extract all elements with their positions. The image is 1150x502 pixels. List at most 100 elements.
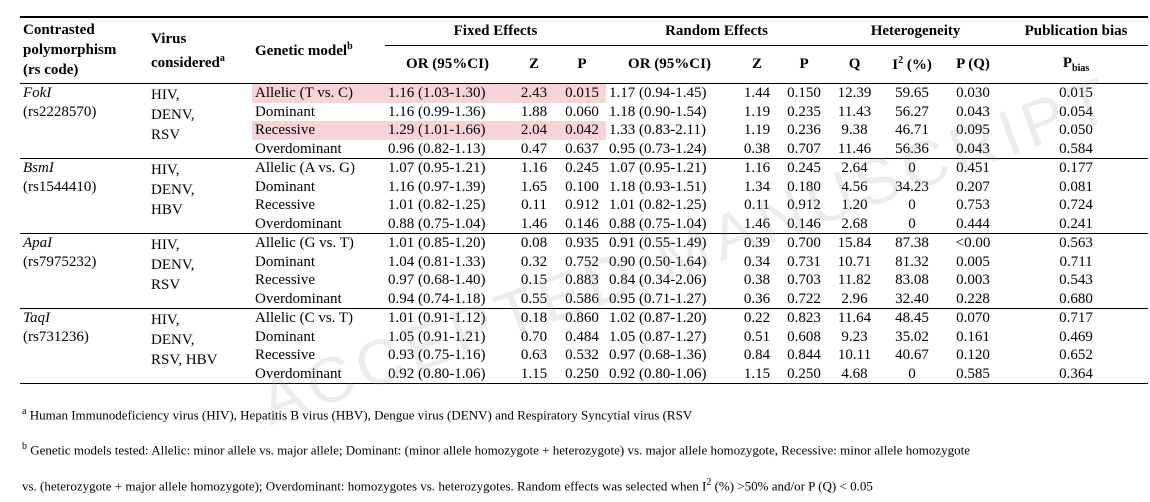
virus-cell: HIV, DENV, RSV — [148, 234, 252, 309]
subheader: Q — [848, 56, 861, 72]
genetic-model: Overdominant — [255, 140, 342, 157]
value-cell: 1.05 (0.91-1.21) — [388, 328, 486, 345]
virus-name: HBV — [151, 202, 183, 218]
table-wrap: Contrasted polymorphism (rs code) Virus con… — [20, 16, 1149, 384]
subheader: OR (95%CI) — [406, 56, 489, 72]
subheader-text: (%) — [903, 57, 932, 73]
virus-cell: HIV, DENV, RSV, HBV — [148, 309, 252, 384]
value-cell: 1.01 (0.82-1.25) — [609, 197, 707, 213]
value-cell: 0.84 (0.34-2.06) — [609, 272, 707, 288]
value-cell: 0.245 — [565, 160, 599, 176]
data-row: Overdominant 0.88 (0.75-1.04) 1.46 0.146 0.8… — [20, 215, 1149, 234]
value-cell: 0.180 — [787, 178, 821, 195]
data-row: BsmI (rs1544410) HIV, DENV, HBV Allelic (A vs… — [20, 158, 1149, 218]
subheader: I2 (%) — [882, 46, 942, 84]
footnote: a Human Immunodeficiency virus (HIV), He… — [22, 396, 1142, 431]
value-cell: 0.054 — [1059, 103, 1093, 120]
value-cell: 81.32 — [895, 253, 929, 270]
data-row: Dominant 1.16 (0.97-1.39) 1.65 0.100 1.18 (0… — [20, 178, 1148, 197]
value-cell: 56.36 — [895, 140, 929, 157]
footnote-text: (%) >50% and/or P (Q) < 0.05 — [711, 477, 873, 493]
value-cell: 0.38 — [743, 140, 771, 157]
value-cell: 0.532 — [565, 347, 599, 363]
virus-name: RSV — [151, 127, 181, 143]
value-cell: 0.912 — [787, 197, 821, 213]
value-cell: 0.030 — [956, 85, 990, 101]
genetic-model: Recessive — [255, 347, 315, 363]
value-cell: 0.707 — [787, 140, 821, 157]
value-cell: 1.07 (0.95-1.21) — [388, 160, 486, 176]
value-cell: 1.33 (0.83-2.11) — [609, 122, 706, 138]
genetic-model: Dominant — [255, 253, 315, 270]
subheader: Z — [752, 56, 763, 72]
header-cell: Virus considereda — [148, 17, 252, 84]
value-cell: 10.11 — [837, 347, 872, 363]
data-row: ApaI (rs7975232) HIV, DENV, RSV Allelic (G vs… — [20, 233, 1149, 293]
genetic-model: Recessive — [255, 272, 315, 288]
header-cell: Genetic modelb — [252, 17, 385, 84]
value-cell: 2.96 — [841, 290, 868, 307]
value-cell: 0.120 — [956, 347, 990, 363]
value-cell: 0.34 — [743, 253, 771, 270]
value-cell: 0.608 — [787, 328, 821, 345]
value-cell: 0.586 — [565, 290, 599, 307]
subheader-text: I — [892, 57, 899, 73]
value-cell: 2.04 — [510, 121, 558, 140]
genetic-model: Overdominant — [255, 215, 342, 232]
value-cell: 0.146 — [565, 215, 599, 232]
value-cell: 83.08 — [895, 272, 929, 288]
value-cell: 0.51 — [743, 328, 771, 345]
value-cell: 15.84 — [837, 235, 872, 251]
virus-name: HIV, — [151, 312, 180, 328]
value-cell: 1.44 — [743, 85, 771, 101]
value-cell: 2.43 — [510, 83, 558, 103]
footnote-marker: b — [22, 441, 27, 453]
value-cell: 40.67 — [895, 347, 929, 363]
footnote-text: Human Immunodeficiency virus (HIV), Hepa… — [29, 407, 693, 423]
genetic-model: Allelic (A vs. G) — [255, 160, 355, 176]
genetic-model: Recessive — [255, 197, 315, 213]
value-cell: 0.444 — [956, 215, 990, 232]
value-cell: 1.46 — [743, 215, 771, 232]
value-cell: 0.97 (0.68-1.40) — [388, 272, 486, 288]
value-cell: 0.94 (0.74-1.18) — [388, 290, 486, 307]
value-cell: 0.250 — [787, 365, 821, 382]
rs-code: (rs7975232) — [23, 254, 97, 270]
value-cell: 1.16 (0.99-1.36) — [388, 103, 486, 120]
header-row: Contrasted polymorphism (rs code) Virus con… — [20, 17, 1149, 78]
value-cell: 2.68 — [841, 215, 868, 232]
data-row: Overdominant 0.96 (0.82-1.13) 0.47 0.637 0.9… — [20, 140, 1149, 159]
polymorphism-name: TaqI — [23, 310, 50, 326]
value-cell: 0.32 — [520, 253, 548, 270]
value-cell: 1.01 (0.82-1.25) — [388, 197, 486, 213]
value-cell: 0.36 — [743, 290, 771, 307]
value-cell: 0.724 — [1059, 197, 1093, 213]
value-cell: 0.652 — [1059, 347, 1093, 363]
value-cell: 0.84 — [743, 347, 771, 363]
value-cell: 35.02 — [895, 328, 929, 345]
value-cell: 0.228 — [956, 290, 990, 307]
value-cell: 0.752 — [565, 253, 599, 270]
value-cell: 0.043 — [956, 140, 990, 157]
value-cell: 0.207 — [956, 178, 990, 195]
virus-cell: HIV, DENV, RSV — [148, 84, 252, 159]
value-cell: 9.23 — [841, 328, 868, 345]
value-cell: 1.07 (0.95-1.21) — [609, 160, 707, 176]
value-cell: 1.16 — [743, 160, 771, 176]
genetic-model: Allelic (T vs. C) — [252, 83, 385, 103]
header-cell: Contrasted polymorphism (rs code) — [20, 17, 148, 84]
virus-name: DENV, — [151, 332, 195, 348]
value-cell: 0.081 — [1059, 178, 1093, 195]
virus-name: HIV, — [151, 237, 180, 253]
footnote-marker: b — [347, 41, 353, 52]
value-cell: 0.18 — [520, 310, 548, 326]
virus-name: RSV — [151, 277, 181, 293]
group-header: Publication bias — [1004, 17, 1149, 46]
header-text: Genetic model — [255, 43, 348, 59]
value-cell: 1.16 (0.97-1.39) — [388, 178, 486, 195]
footnote-marker: a — [22, 406, 27, 417]
virus-name: DENV, — [151, 107, 195, 123]
genetic-model: Dominant — [255, 328, 315, 345]
value-cell: 1.65 — [520, 178, 548, 195]
value-cell: 0.484 — [565, 328, 599, 345]
